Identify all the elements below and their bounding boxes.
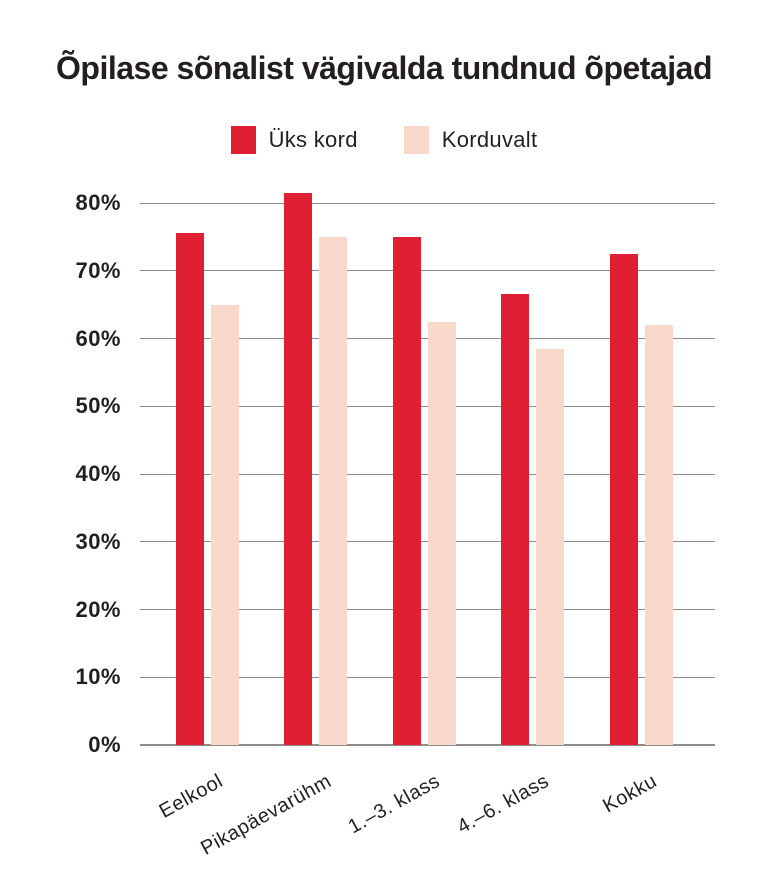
bar	[644, 324, 673, 745]
y-tick-label: 30%	[75, 528, 121, 554]
chart-title: Õpilase sõnalist vägivalda tundnud õpeta…	[56, 50, 712, 86]
bar	[175, 233, 204, 745]
chart-legend: Üks kord Korduvalt	[0, 126, 768, 154]
x-category-label: 1.–3. klass	[344, 770, 444, 839]
y-tick-label: 80%	[75, 190, 121, 215]
bar	[536, 348, 565, 745]
y-tick-label: 40%	[75, 461, 121, 486]
bar	[392, 236, 421, 745]
legend-item: Üks kord	[230, 126, 358, 154]
x-category-label: Kokku	[599, 770, 661, 818]
bar	[501, 294, 530, 745]
y-tick-label: 70%	[75, 257, 121, 283]
gridline	[140, 609, 715, 610]
y-tick-label: 20%	[75, 596, 121, 622]
bar	[609, 253, 638, 745]
gridline	[140, 541, 715, 543]
gridline	[140, 270, 715, 272]
y-tick-label: 0%	[88, 732, 121, 757]
y-tick-label: 60%	[75, 325, 121, 351]
legend-swatch	[230, 126, 256, 154]
x-axis-line	[140, 744, 715, 746]
bar	[284, 192, 313, 745]
x-category-label: Eelkool	[155, 770, 227, 823]
bar	[210, 304, 239, 745]
gridline	[140, 676, 715, 678]
gridline	[140, 405, 715, 407]
legend-label: Üks kord	[268, 127, 358, 152]
bar	[319, 236, 348, 745]
gridline	[140, 338, 715, 339]
y-tick-label: 50%	[75, 393, 121, 419]
y-tick-label: 10%	[75, 664, 121, 690]
bar	[427, 321, 456, 745]
legend-item: Korduvalt	[403, 126, 538, 154]
x-category-label: 4.–6. klass	[453, 770, 553, 839]
legend-label: Korduvalt	[441, 127, 538, 152]
legend-swatch	[403, 126, 429, 154]
gridline	[140, 202, 715, 204]
gridline	[140, 473, 715, 475]
